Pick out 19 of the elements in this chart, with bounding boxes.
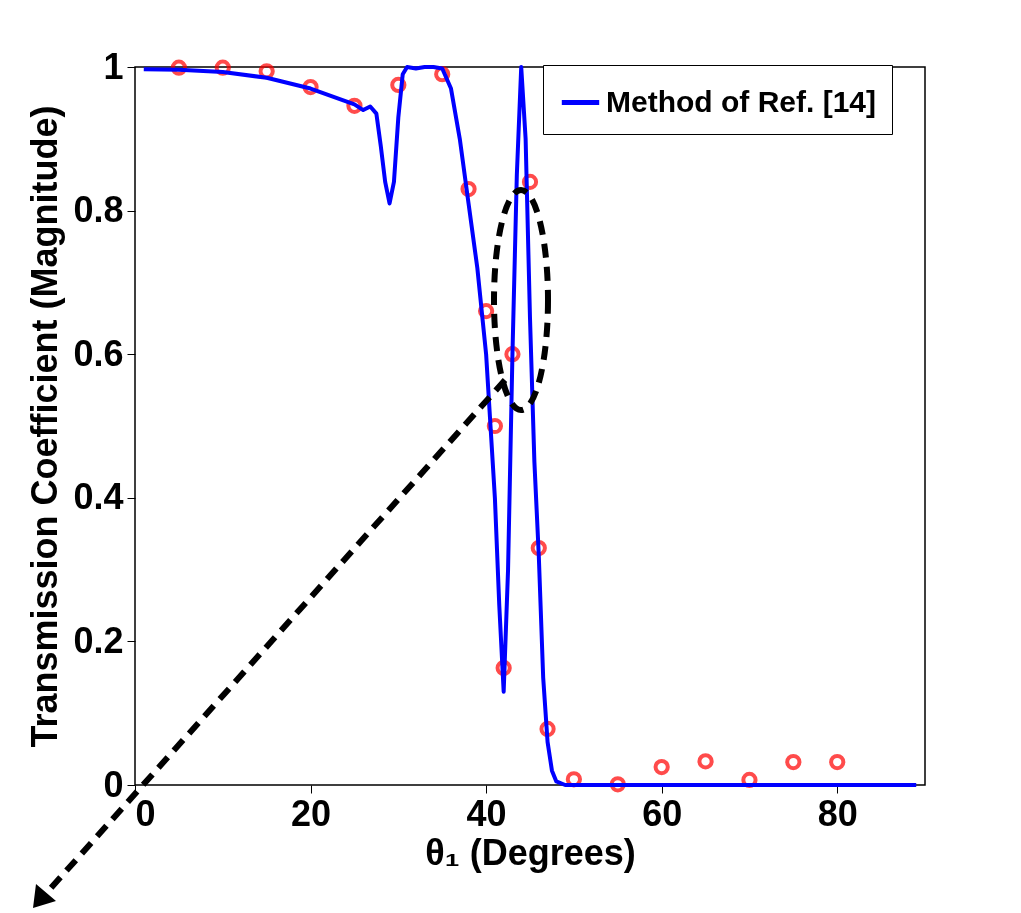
y-axis-title: Transmission Coefficient (Magnitude) bbox=[24, 105, 66, 748]
y-tick-label: 0 bbox=[103, 763, 124, 805]
point bbox=[653, 758, 670, 776]
x-tick-label: 20 bbox=[291, 792, 332, 834]
x-tick-label: 80 bbox=[817, 792, 858, 834]
line-series bbox=[141, 65, 919, 787]
x-axis-title: θ₁ (Degrees) bbox=[425, 831, 636, 873]
y-tick-label: 1 bbox=[103, 45, 124, 87]
point bbox=[697, 753, 714, 770]
x-tick-label: 60 bbox=[642, 792, 683, 834]
x-tick-label: 0 bbox=[135, 792, 156, 834]
y-tick-label: 0.2 bbox=[73, 619, 124, 661]
y-tick-label: 0.6 bbox=[73, 332, 124, 374]
y-tick-label: 0.4 bbox=[73, 476, 124, 518]
point bbox=[785, 753, 802, 771]
y-tick-label: 0.8 bbox=[73, 189, 124, 231]
x-tick-label: 40 bbox=[466, 792, 507, 834]
legend-label: Method of Ref. [14] bbox=[606, 84, 876, 118]
point bbox=[829, 753, 846, 771]
